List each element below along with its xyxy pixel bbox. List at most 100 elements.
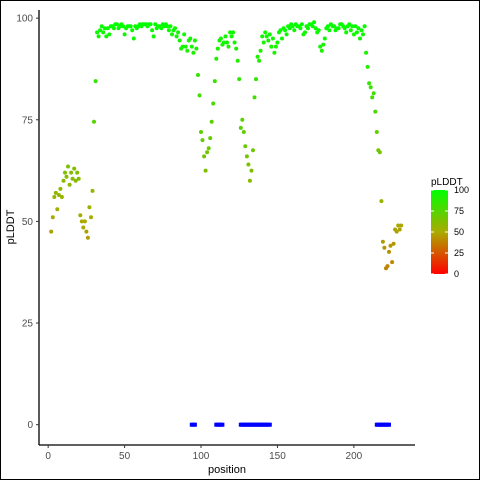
data-point xyxy=(292,28,297,33)
data-point xyxy=(247,178,252,183)
data-point xyxy=(131,36,136,41)
data-point xyxy=(394,229,399,234)
data-point xyxy=(98,28,103,33)
data-point xyxy=(188,36,193,41)
y-axis-title: pLDDT xyxy=(5,209,17,244)
data-point xyxy=(283,28,288,33)
marker-point xyxy=(267,422,272,427)
data-point xyxy=(267,32,272,37)
x-tick-label: 0 xyxy=(45,451,51,462)
data-point xyxy=(101,30,106,35)
data-point xyxy=(275,40,280,45)
data-point xyxy=(316,28,321,33)
data-point xyxy=(240,117,245,122)
data-point xyxy=(52,195,57,199)
data-point xyxy=(203,168,208,173)
data-point xyxy=(177,38,182,43)
data-point xyxy=(252,95,257,100)
data-point xyxy=(69,170,74,175)
x-axis-title: position xyxy=(208,464,246,476)
legend-ticks: 100 75 50 25 0 xyxy=(431,185,469,279)
points-layer xyxy=(49,20,404,271)
data-point xyxy=(56,193,61,197)
data-point xyxy=(58,186,63,191)
data-point xyxy=(105,26,110,31)
data-point xyxy=(67,182,72,187)
data-point xyxy=(202,154,207,159)
data-point xyxy=(354,30,359,35)
data-point xyxy=(232,40,237,45)
data-point xyxy=(257,58,262,63)
data-point xyxy=(310,24,315,29)
data-point xyxy=(111,26,116,31)
data-point xyxy=(192,38,197,43)
data-point xyxy=(397,227,402,232)
data-point xyxy=(221,40,226,45)
data-point xyxy=(92,119,96,124)
data-point xyxy=(380,239,385,244)
data-point xyxy=(278,28,283,33)
data-point xyxy=(63,170,67,175)
data-point xyxy=(374,130,379,134)
data-point xyxy=(356,26,361,31)
legend-title: pLDDT xyxy=(431,177,463,188)
data-point xyxy=(371,91,376,96)
data-point xyxy=(312,20,317,25)
data-point xyxy=(50,215,55,220)
data-point xyxy=(81,225,86,230)
data-point xyxy=(396,223,401,228)
data-point xyxy=(208,136,213,141)
legend-tick-label: 0 xyxy=(454,269,459,279)
data-point xyxy=(104,34,109,39)
y-ticks: 0 25 50 75 100 xyxy=(16,14,39,431)
data-point xyxy=(49,229,54,234)
x-ticks: 0 50 100 150 200 xyxy=(45,445,363,462)
x-tick-label: 100 xyxy=(193,451,210,462)
legend-tick-label: 100 xyxy=(454,185,469,195)
data-point xyxy=(225,40,229,45)
data-point xyxy=(96,34,101,39)
data-point xyxy=(122,32,127,37)
data-point xyxy=(79,219,84,224)
data-point xyxy=(280,36,284,41)
data-point xyxy=(249,168,254,173)
data-point xyxy=(159,26,164,31)
data-point xyxy=(273,44,278,49)
y-tick-label: 0 xyxy=(27,420,33,431)
data-point xyxy=(235,58,240,63)
data-point xyxy=(183,44,188,49)
data-point xyxy=(370,95,375,100)
data-point xyxy=(390,260,395,265)
marker-point xyxy=(192,422,197,427)
data-point xyxy=(93,79,98,84)
data-point xyxy=(189,44,194,49)
marker-point xyxy=(220,422,225,427)
data-point xyxy=(298,26,303,31)
data-point xyxy=(377,150,382,155)
data-point xyxy=(244,154,249,159)
legend-tick-label: 50 xyxy=(454,227,464,237)
data-point xyxy=(229,34,234,39)
data-point xyxy=(251,148,255,153)
data-point xyxy=(258,48,263,53)
data-point xyxy=(212,79,217,84)
data-point xyxy=(237,77,242,82)
data-point xyxy=(180,44,185,49)
data-point xyxy=(325,24,330,29)
data-point xyxy=(168,24,173,29)
data-point xyxy=(261,40,266,45)
data-point xyxy=(75,170,80,175)
data-point xyxy=(151,34,156,39)
data-point xyxy=(318,44,323,49)
legend-colorbar xyxy=(431,190,448,274)
data-point xyxy=(246,162,251,167)
data-point xyxy=(238,125,243,130)
data-point xyxy=(185,48,190,53)
data-point xyxy=(361,32,365,37)
data-point xyxy=(73,178,78,183)
data-point xyxy=(264,34,269,39)
data-point xyxy=(72,166,77,171)
x-tick-label: 200 xyxy=(346,451,363,462)
data-point xyxy=(53,190,58,195)
data-point xyxy=(348,28,353,33)
